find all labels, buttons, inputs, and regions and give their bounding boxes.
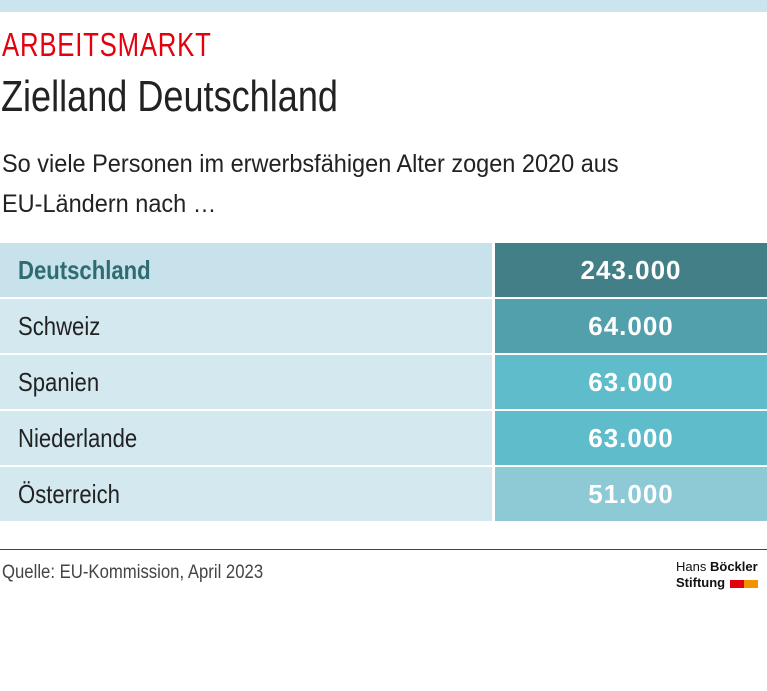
country-cell: Spanien [0, 355, 492, 409]
top-band [0, 0, 767, 12]
value-label: 64.000 [588, 311, 674, 341]
value-label: 243.000 [580, 255, 682, 285]
logo-text-stiftung: Stiftung [676, 575, 726, 590]
value-label: 63.000 [588, 423, 674, 453]
value-cell: 64.000 [495, 299, 767, 353]
table-row: Niederlande 63.000 [0, 411, 767, 465]
kicker-text: ARBEITSMARKT [2, 26, 212, 63]
table-row: Österreich 51.000 [0, 467, 767, 521]
table-row: Schweiz 64.000 [0, 299, 767, 353]
value-cell: 51.000 [495, 467, 767, 521]
kicker: ARBEITSMARKT [2, 26, 271, 64]
logo-red-square [729, 579, 744, 588]
logo: Hans Böckler Stiftung [676, 559, 758, 591]
country-label: Österreich [18, 479, 120, 509]
logo-text-hans: Hans [676, 559, 707, 574]
table-row: Deutschland 243.000 [0, 243, 767, 297]
country-cell: Österreich [0, 467, 492, 521]
table-row: Spanien 63.000 [0, 355, 767, 409]
country-cell: Deutschland [0, 243, 492, 297]
logo-orange-square [743, 579, 758, 588]
value-cell: 63.000 [495, 411, 767, 465]
country-cell: Schweiz [0, 299, 492, 353]
value-cell: 63.000 [495, 355, 767, 409]
country-label: Niederlande [18, 423, 138, 453]
title-text: Zielland Deutschland [1, 72, 338, 121]
subtitle-line-1: So viele Personen im erwerbsfähigen Alte… [2, 150, 619, 178]
country-label: Schweiz [18, 311, 101, 341]
subtitle-line-2: EU-Ländern nach … [2, 190, 217, 218]
divider [0, 549, 767, 550]
value-label: 51.000 [588, 479, 674, 509]
value-cell: 243.000 [495, 243, 767, 297]
country-label: Deutschland [18, 255, 151, 285]
logo-text-boeckler: Böckler [709, 559, 758, 574]
country-cell: Niederlande [0, 411, 492, 465]
source-text: Quelle: EU-Kommission, April 2023 [2, 562, 264, 583]
subtitle: So viele Personen im erwerbsfähigen Alte… [2, 144, 767, 224]
country-label: Spanien [18, 367, 100, 397]
source: Quelle: EU-Kommission, April 2023 [2, 562, 299, 584]
value-label: 63.000 [588, 367, 674, 397]
page-title: Zielland Deutschland [1, 72, 412, 122]
